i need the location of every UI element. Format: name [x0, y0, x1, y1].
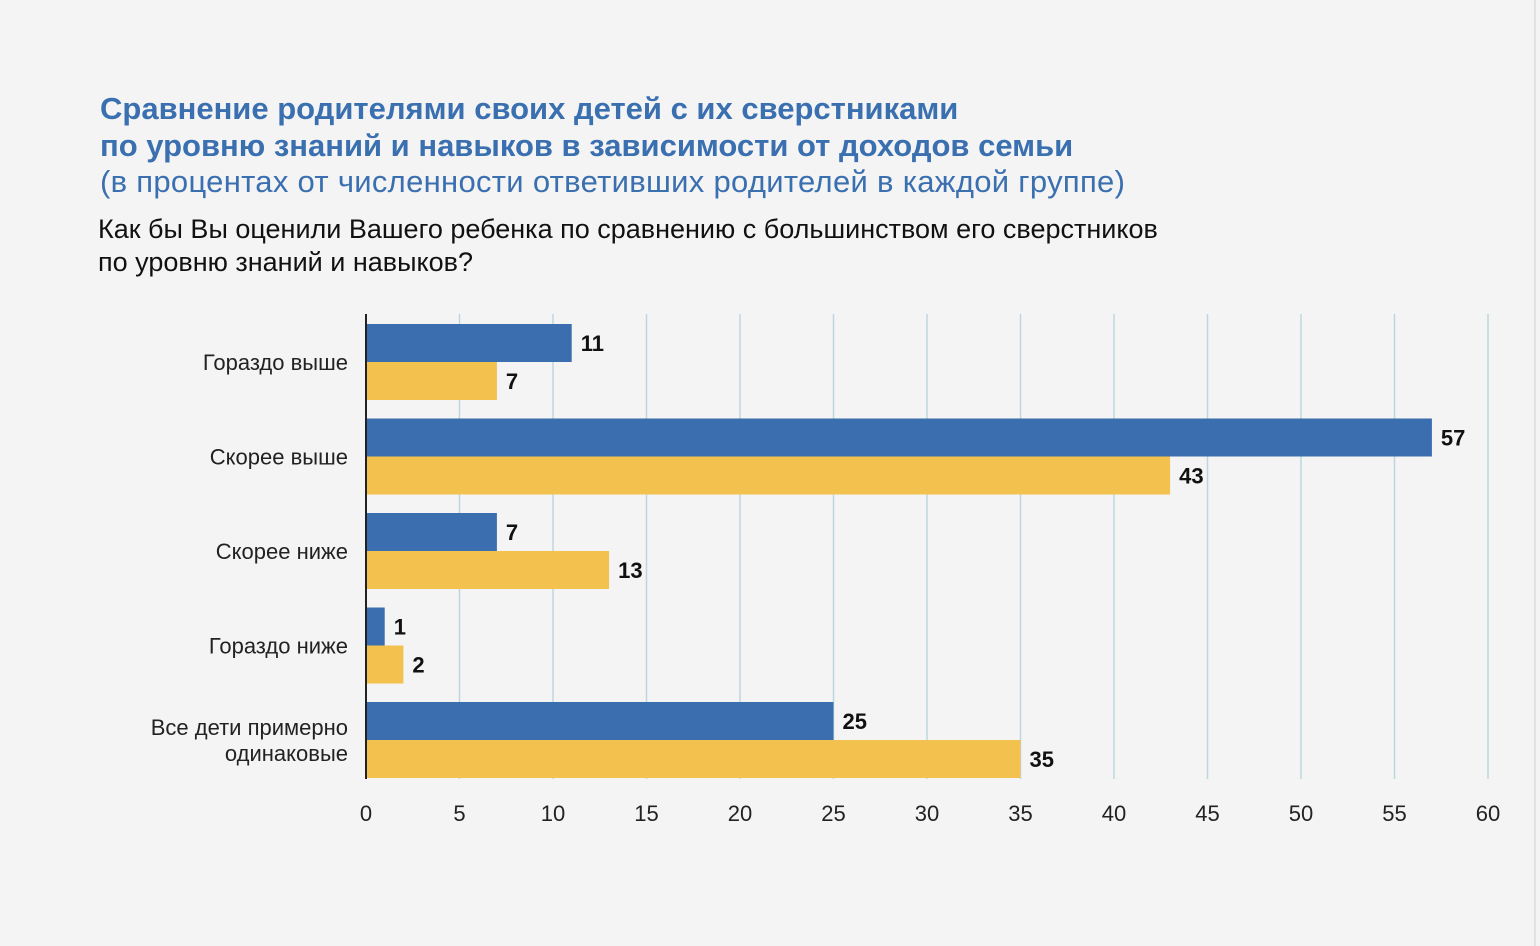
- survey-question-line2: по уровню знаний и навыков?: [98, 247, 474, 277]
- x-tick-label: 0: [360, 801, 372, 826]
- bars: [366, 324, 1432, 778]
- bar-value-label: 11: [581, 331, 604, 356]
- bar: [366, 645, 404, 684]
- x-tick-label: 45: [1195, 801, 1219, 826]
- x-tick-label: 50: [1289, 801, 1313, 826]
- bar-value-label: 1: [394, 615, 406, 640]
- x-tick-label: 15: [634, 801, 658, 826]
- bar: [366, 702, 834, 740]
- bar: [366, 418, 1432, 457]
- bar: [366, 607, 385, 646]
- bar: [366, 551, 610, 589]
- chart-subtitle: (в процентах от численности ответивших р…: [100, 164, 1126, 199]
- x-tick-label: 10: [541, 801, 565, 826]
- category-label-line: Скорее выше: [210, 445, 348, 470]
- x-tick-label: 30: [915, 801, 939, 826]
- bar: [366, 456, 1171, 495]
- x-tick-label: 60: [1476, 801, 1500, 826]
- bar-value-label: 13: [618, 558, 642, 583]
- x-tick-label: 40: [1102, 801, 1126, 826]
- bar-value-label: 7: [506, 369, 518, 394]
- bar-value-label: 43: [1179, 464, 1203, 489]
- category-label-line: Гораздо ниже: [209, 634, 348, 659]
- grid-lines: [458, 314, 1489, 779]
- bar-value-label: 35: [1030, 747, 1054, 772]
- category-label-line: Все дети примерно: [151, 715, 348, 740]
- x-tick-label: 25: [821, 801, 845, 826]
- category-labels: Гораздо выше Скорее выше Скорее ниже Горазд…: [151, 350, 348, 766]
- bar-value-label: 25: [843, 709, 867, 734]
- category-label: Скорее ниже: [216, 539, 348, 564]
- x-tick-label: 20: [728, 801, 752, 826]
- chart-title-line2: по уровню знаний и навыков в зависимости…: [100, 128, 1074, 163]
- bar: [366, 740, 1021, 778]
- bar-value-label: 2: [412, 653, 424, 678]
- category-label-line: Гораздо выше: [203, 350, 348, 375]
- bar: [366, 513, 497, 551]
- category-label: Гораздо ниже: [209, 634, 348, 659]
- category-label: Гораздо выше: [203, 350, 348, 375]
- category-label-line: Скорее ниже: [216, 539, 348, 564]
- survey-question-line1: Как бы Вы оценили Вашего ребенка по срав…: [98, 214, 1158, 244]
- survey-question: Как бы Вы оценили Вашего ребенка по срав…: [98, 213, 1158, 279]
- x-tick-label: 35: [1008, 801, 1032, 826]
- bar: [366, 362, 497, 400]
- x-tick-labels: 0 5 10 15 20 25 30 35 40 45 50 55 60: [360, 801, 1500, 826]
- category-label-line: одинаковые: [225, 741, 348, 766]
- chart-title: Сравнение родителями своих детей с их св…: [100, 90, 1073, 164]
- chart-title-line1: Сравнение родителями своих детей с их св…: [100, 91, 959, 126]
- x-tick-label: 5: [453, 801, 465, 826]
- value-labels: 11 7 57 43 7 13 12 25 35: [394, 331, 1466, 772]
- category-label: Скорее выше: [210, 445, 348, 470]
- bar-value-label: 57: [1441, 426, 1465, 451]
- bar: [366, 324, 572, 362]
- x-tick-label: 55: [1382, 801, 1406, 826]
- category-label: Все дети примерно одинаковые: [151, 715, 348, 766]
- bar-value-label: 7: [506, 520, 518, 545]
